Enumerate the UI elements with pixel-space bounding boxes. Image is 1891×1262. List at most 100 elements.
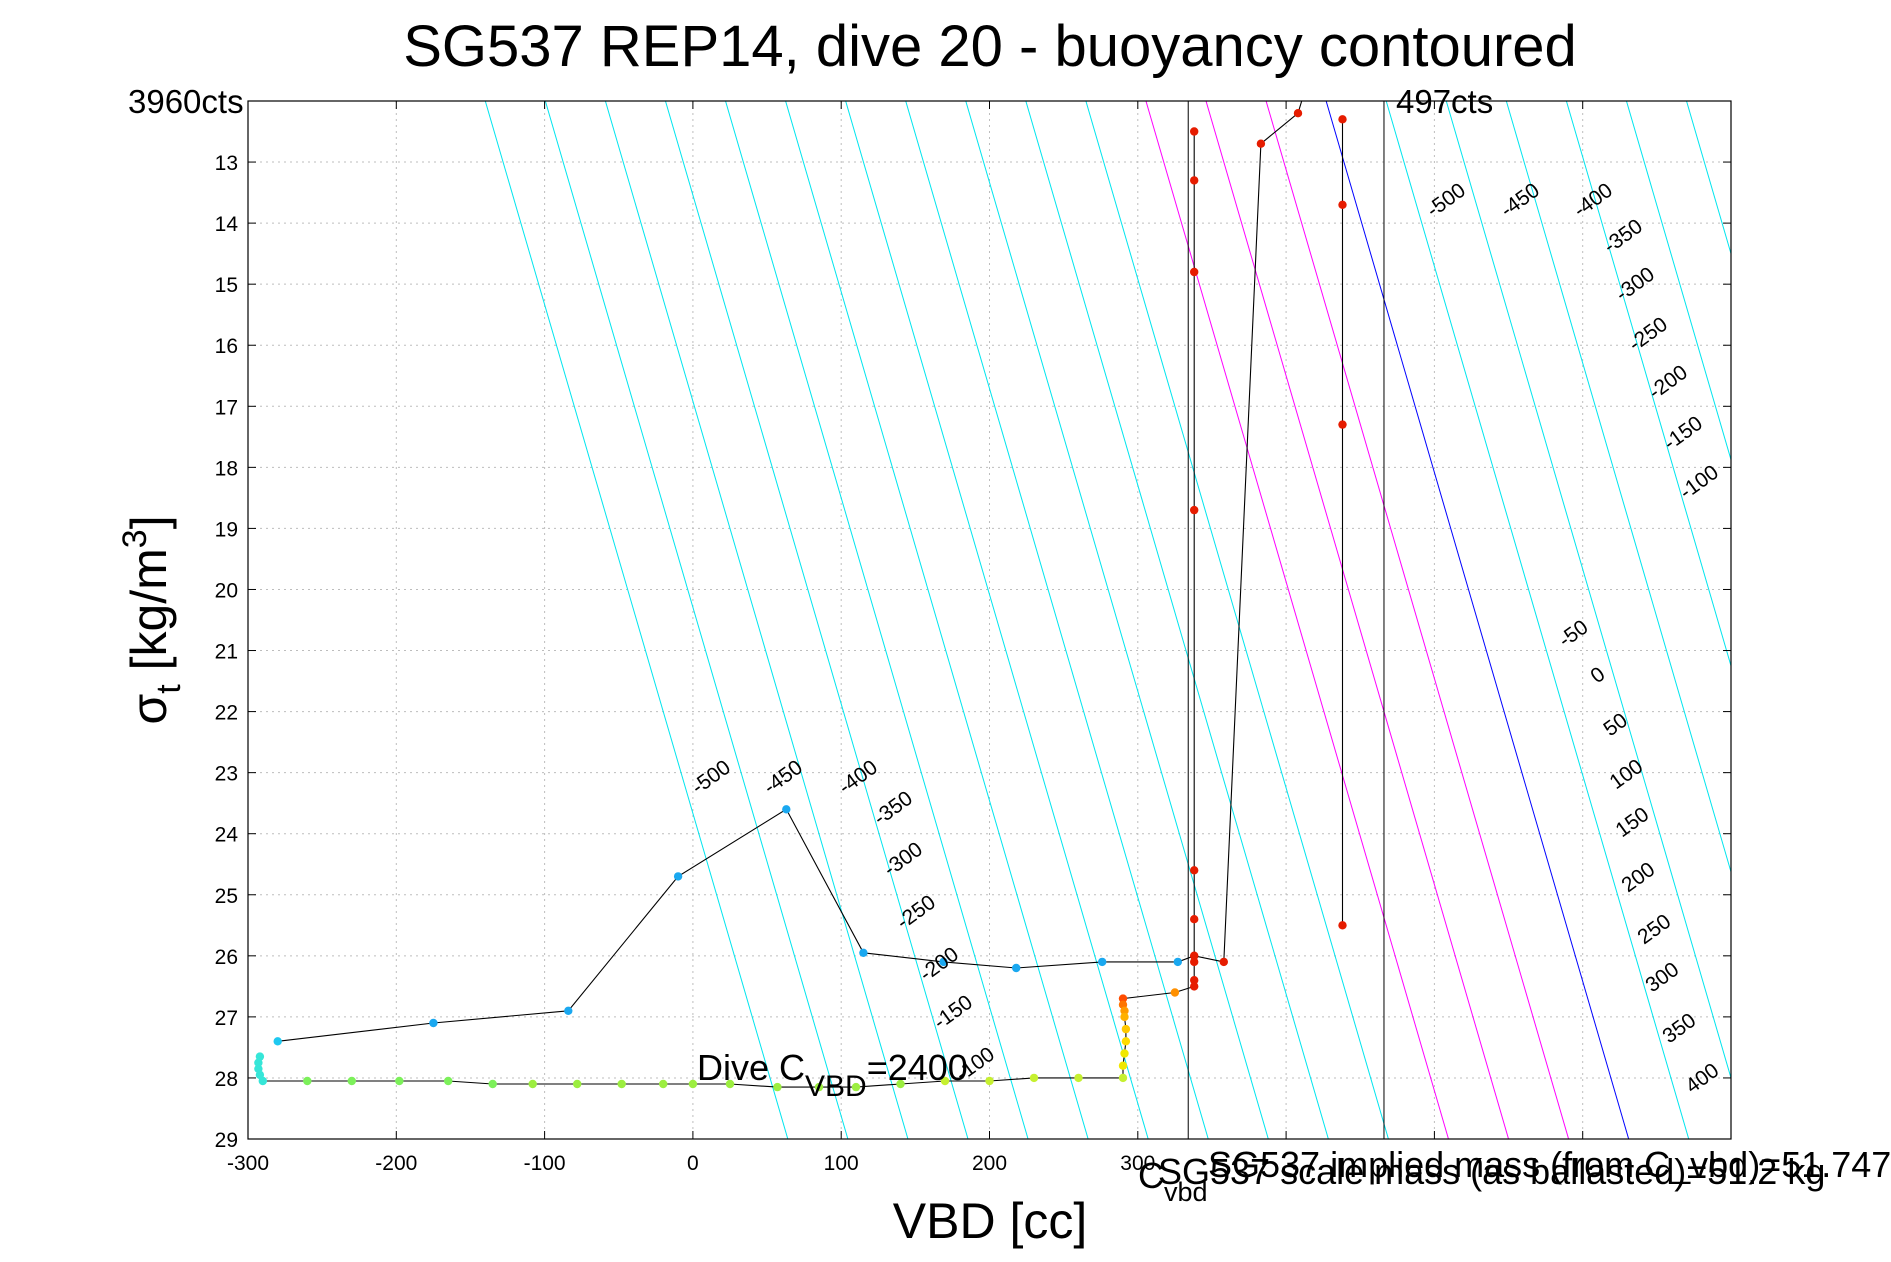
dive-trajectory [254,101,1347,1092]
data-point [859,948,868,957]
data-point [1190,982,1199,991]
x-tick-label: 200 [972,1152,1007,1175]
data-point [1098,957,1107,967]
data-point [1190,176,1199,185]
data-point [773,1082,782,1092]
y-tick-label: 15 [215,274,238,297]
buoyancy-contours [484,101,1731,1139]
data-point [985,1076,994,1086]
cvbd-text: C [1138,1155,1164,1196]
y-axis-label-sup: 3 [116,529,154,548]
data-point [1190,915,1199,924]
data-point [1121,1024,1131,1034]
contour-line [1325,101,1630,1139]
contour-line [965,101,1269,1139]
data-point [1219,957,1229,967]
data-point [429,1018,438,1028]
data-point [255,1052,265,1061]
contour-line [664,101,969,1139]
contour-line [1085,101,1389,1139]
contour-line [604,101,909,1139]
data-point [1170,988,1180,997]
y-tick-label: 29 [215,1129,238,1152]
grid-lines [247,101,1732,1140]
y-tick-label: 22 [215,702,238,725]
x-tick-label: -100 [524,1152,566,1175]
data-point [1190,951,1199,960]
y-tick-label: 19 [215,518,238,541]
y-tick-label: 27 [215,1007,238,1030]
data-point [444,1076,453,1086]
contour-line [1625,101,1731,462]
data-point [1190,957,1199,967]
data-point [851,1082,861,1092]
dive-cvbd-sub: VBD [805,1070,867,1103]
contour-line [1385,101,1690,1139]
y-tick-label: 16 [215,335,238,358]
implied-mass-annotation: SG537 implied mass (from C_vbd)=51.747 [1208,1144,1891,1185]
y-tick-label: 20 [215,579,238,602]
data-point [814,1082,824,1092]
x-tick-label: 0 [687,1152,699,1175]
data-point [1029,1073,1039,1083]
data-point [940,1076,950,1086]
data-point [1012,963,1021,973]
x-axis-ticks: -300 -200 -100 0 100 200 300 [227,101,1732,1175]
data-point [1190,976,1199,985]
data-point [273,1037,282,1046]
data-point [617,1079,626,1089]
data-point [1190,505,1199,515]
data-point [1120,1006,1129,1015]
y-tick-label: 21 [215,641,238,664]
data-point [303,1076,312,1086]
data-point [1118,1073,1128,1083]
data-point [939,957,948,967]
contour-line [1265,101,1570,1139]
dive-cvbd-text: Dive C [697,1047,805,1088]
data-point [659,1079,668,1089]
y-tick-label: 28 [215,1068,238,1091]
x-tick-label: -200 [375,1152,417,1175]
contour-line [484,101,789,1139]
data-point [573,1079,582,1089]
contour-line [725,101,1029,1139]
x-axis-label: VBD [cc] [893,1193,1087,1249]
contour-line [1505,101,1731,874]
data-point [1293,109,1303,118]
corner-label-left: 3960cts [128,83,244,120]
data-point [528,1079,537,1089]
data-point [564,1006,573,1015]
contour-line [845,101,1149,1139]
x-tick-label: 100 [824,1152,859,1175]
data-point [1120,1049,1129,1058]
data-point [1190,267,1199,277]
y-tick-label: 26 [215,946,238,969]
scale-mass-annotation: SG537 scale mass (as ballasted)=51.2 kg [1158,1151,1825,1192]
data-point [1120,1012,1129,1022]
data-point [1338,115,1347,124]
y-tick-label: 17 [215,396,238,419]
data-point [725,1079,735,1089]
contour-line [544,101,849,1139]
y-axis-label-unit: [kg/m [121,548,177,684]
cvbd-sub: vbd [1164,1177,1208,1207]
corner-label-right: 497cts [1396,83,1493,120]
cvbd-annotation: Cvbd [1138,1155,1208,1207]
contour-line [1025,101,1329,1139]
contour-line [1205,101,1510,1139]
y-axis-label: σt [kg/m3] [116,515,188,724]
data-point [1118,1061,1128,1070]
data-point [1118,994,1128,1003]
dive-cvbd-annotation: Dive CVBD=2400 [697,1047,968,1103]
data-point [782,805,791,814]
data-point [395,1076,404,1086]
data-point [1074,1073,1083,1083]
y-tick-label: 25 [215,885,238,908]
contour-line [905,101,1209,1139]
contour-line [1565,101,1731,668]
data-point [488,1079,497,1089]
y-axis-label-base: σ [121,694,177,725]
data-point [1256,139,1266,148]
contour-line [1445,101,1731,1080]
